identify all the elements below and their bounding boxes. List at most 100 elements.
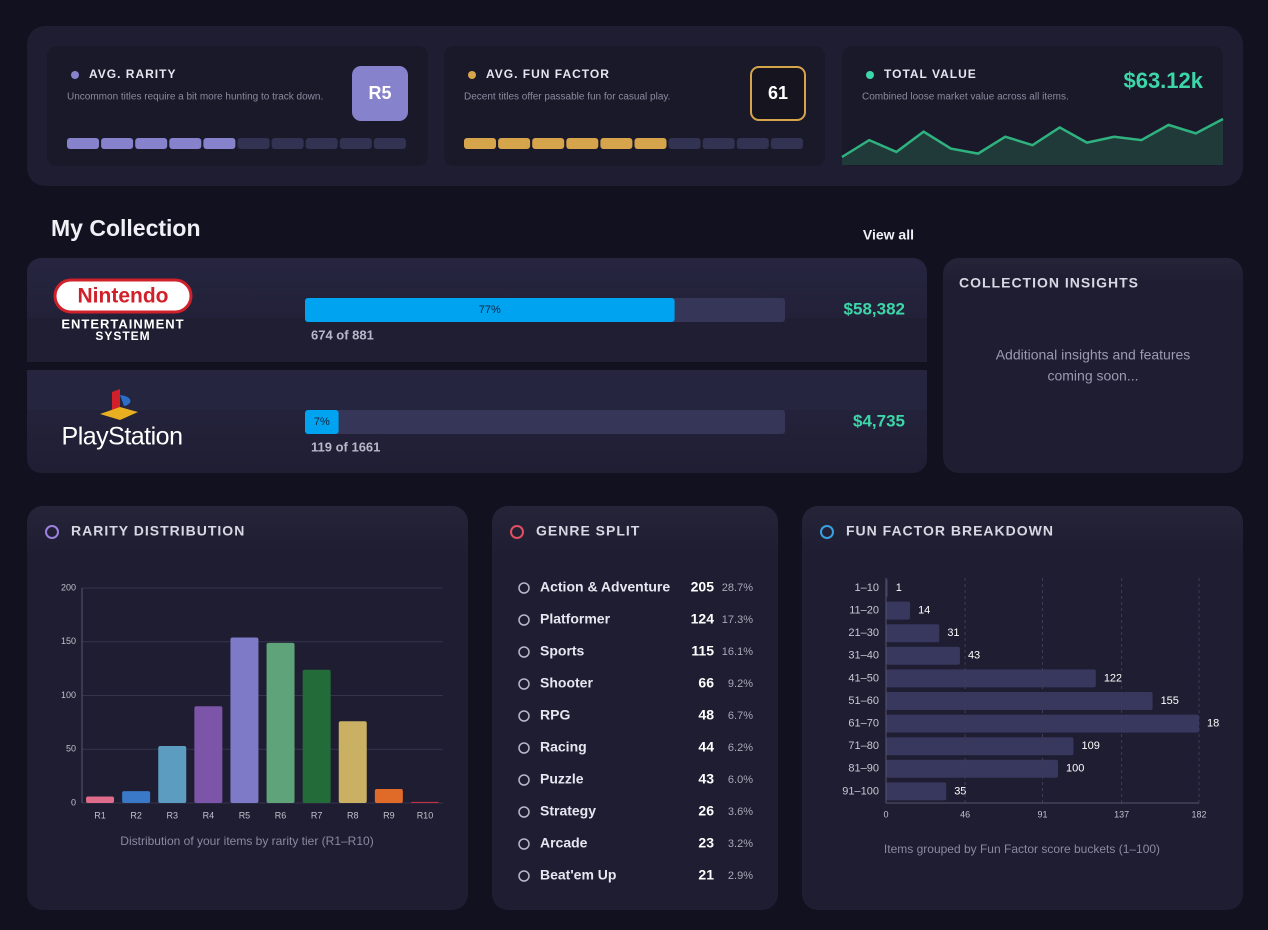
- bar: [886, 759, 1058, 778]
- genre-panel: [492, 506, 778, 910]
- x-tick-label: R10: [417, 810, 434, 820]
- insights-panel: [943, 258, 1243, 473]
- genre-icon: [518, 870, 530, 882]
- level-segment: [67, 138, 99, 149]
- x-tick-label: 0: [883, 809, 888, 819]
- panel-title: GENRE SPLIT: [536, 523, 640, 539]
- bar: [338, 721, 367, 803]
- x-tick-label: R4: [203, 810, 215, 820]
- genre-count: 44: [698, 739, 714, 755]
- logo-mark: [100, 407, 138, 420]
- y-tick-label: 150: [61, 636, 76, 646]
- value-label: 100: [1066, 763, 1084, 775]
- value-label: 122: [1104, 672, 1122, 684]
- count-text: 119 of 1661: [311, 439, 380, 454]
- level-segment: [532, 138, 565, 149]
- genre-share: 6.2%: [728, 742, 753, 754]
- genre-count: 124: [691, 611, 715, 627]
- stat-card: [842, 46, 1223, 166]
- bar: [410, 801, 439, 803]
- chart-caption: Items grouped by Fun Factor score bucket…: [884, 842, 1160, 856]
- bar: [886, 782, 947, 801]
- y-tick-label: 51–60: [848, 695, 879, 707]
- genre-icon: [518, 774, 530, 786]
- x-tick-label: R3: [166, 810, 178, 820]
- logo-square: [27, 370, 927, 410]
- bar: [266, 642, 295, 803]
- level-segment: [668, 138, 701, 149]
- level-segment: [736, 138, 769, 149]
- chart-caption: Distribution of your items by rarity tie…: [120, 834, 373, 848]
- stat-icon: [71, 71, 79, 79]
- y-tick-label: 81–90: [848, 763, 879, 775]
- panel-title: RARITY DISTRIBUTION: [71, 523, 245, 539]
- value-label: 1: [896, 582, 902, 594]
- genre-name: Platformer: [540, 611, 611, 627]
- value-label: 109: [1081, 740, 1099, 752]
- bar: [886, 624, 940, 643]
- fun-plot: 1 14 31 43 122 155 182 109 100 35: [886, 579, 1220, 801]
- value-label: 35: [954, 785, 966, 797]
- genre-icon: [518, 710, 530, 722]
- badge: [352, 66, 408, 121]
- genre-icon: [518, 614, 530, 626]
- y-tick-label: 50: [66, 744, 76, 754]
- panel-icon: [510, 525, 524, 539]
- x-tick-label: R7: [311, 810, 323, 820]
- level-segment: [373, 138, 406, 149]
- stat-card: [444, 46, 825, 166]
- level-segment: [305, 138, 338, 149]
- genre-name: Puzzle: [540, 771, 584, 787]
- platform-value: $4,735: [853, 411, 905, 430]
- y-tick-label: 200: [61, 582, 76, 592]
- genre-name: Beat'em Up: [540, 867, 616, 883]
- panel-icon: [820, 525, 834, 539]
- genre-share: 6.0%: [728, 774, 753, 786]
- x-tick-label: R8: [347, 810, 359, 820]
- bar: [886, 646, 960, 665]
- genre-share: 3.6%: [728, 806, 753, 818]
- value-label: 31: [947, 627, 959, 639]
- genre-name: RPG: [540, 707, 570, 723]
- genre-share: 16.1%: [722, 646, 753, 658]
- sparkline: [841, 117, 1224, 159]
- x-tick-label: 91: [1037, 809, 1047, 819]
- genre-name: Sports: [540, 643, 585, 659]
- bar: [886, 737, 1074, 756]
- bar: [194, 706, 223, 803]
- logo-text: Nintendo: [78, 285, 169, 308]
- level-segment: [271, 138, 304, 149]
- stat-description: Decent titles offer passable fun for cas…: [464, 92, 670, 103]
- genre-share: 2.9%: [728, 870, 753, 882]
- level-segment: [464, 138, 496, 149]
- genre-name: Shooter: [540, 675, 593, 691]
- x-tick-label: 46: [960, 809, 970, 819]
- bar: [122, 791, 151, 803]
- genre-share: 17.3%: [722, 614, 753, 626]
- x-tick-label: R1: [94, 810, 106, 820]
- y-tick-label: 91–100: [842, 785, 879, 797]
- bar: [886, 669, 1096, 688]
- panel-title: FUN FACTOR BREAKDOWN: [846, 523, 1054, 539]
- level-segment: [566, 138, 599, 149]
- stat-icon: [866, 71, 874, 79]
- panel-icon: [45, 525, 59, 539]
- logo-text: PlayStation: [62, 423, 183, 451]
- genre-share: 9.2%: [728, 678, 753, 690]
- stat-label: AVG. RARITY: [89, 67, 176, 81]
- y-tick-label: 71–80: [848, 740, 879, 752]
- y-tick-label: 100: [61, 690, 76, 700]
- level-segment: [498, 138, 531, 149]
- value-label: 43: [968, 650, 980, 662]
- view-all-link[interactable]: View all: [863, 227, 914, 243]
- bar: [886, 601, 911, 620]
- genre-name: Racing: [540, 739, 587, 755]
- level-segment: [702, 138, 735, 149]
- progress-fill: [305, 410, 339, 434]
- genre-count: 48: [698, 707, 714, 723]
- level-segment: [770, 138, 803, 149]
- platform-value: $58,382: [844, 299, 905, 318]
- genre-count: 21: [698, 867, 714, 883]
- y-tick-label: 11–20: [849, 605, 879, 617]
